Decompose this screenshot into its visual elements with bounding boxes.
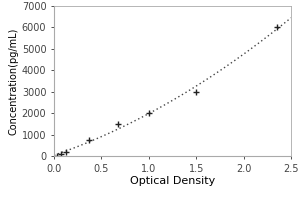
X-axis label: Optical Density: Optical Density [130,176,215,186]
Y-axis label: Concentration(pg/mL): Concentration(pg/mL) [9,27,19,135]
